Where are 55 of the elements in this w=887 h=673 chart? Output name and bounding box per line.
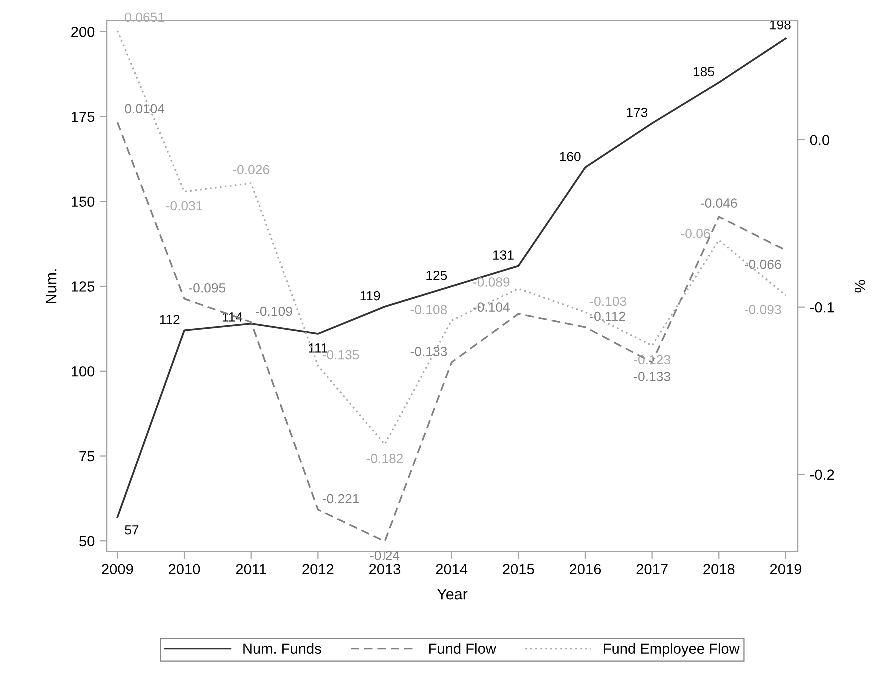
data-label: 125 <box>426 270 448 280</box>
x-tick-label: 2015 <box>503 564 534 575</box>
y-tick-label: 75 <box>80 452 95 462</box>
legend-label: Fund Flow <box>430 643 496 654</box>
x-tick-label: 2009 <box>102 564 134 575</box>
y2-tick-label: -0.1 <box>810 302 834 313</box>
data-label: 131 <box>493 250 514 260</box>
x-tick-label: 2013 <box>370 564 401 575</box>
legend-label: Fund Employee Flow <box>604 643 740 657</box>
line-series <box>116 30 787 446</box>
y2-axis-title: % <box>854 280 866 293</box>
data-label: 0.0104 <box>125 104 165 114</box>
y-tick-label: 125 <box>72 282 95 292</box>
data-label: 173 <box>627 108 648 118</box>
x-tick-label: 2018 <box>704 564 735 575</box>
data-label: -0.182 <box>366 454 404 464</box>
data-label: -0.221 <box>322 494 360 504</box>
data-label: -0.133 <box>634 372 670 382</box>
y-tick-label: 100 <box>72 366 95 377</box>
y2-tick-label: -0.2 <box>810 470 834 480</box>
data-label: -0.095 <box>189 283 226 293</box>
data-label: -0.066 <box>744 260 782 270</box>
data-label: 119 <box>360 291 380 301</box>
data-label: -0.026 <box>233 165 270 175</box>
x-tick-label: 2014 <box>436 564 468 575</box>
data-label: -0.031 <box>166 201 203 211</box>
x-tick-label: 2016 <box>570 564 602 575</box>
data-label: 57 <box>125 526 139 535</box>
x-tick-label: 2010 <box>169 564 200 575</box>
x-axis-title: Year <box>437 589 468 600</box>
data-label: 112 <box>160 315 180 324</box>
x-tick-label: 2012 <box>302 564 334 575</box>
data-label: -0.112 <box>590 312 626 322</box>
data-label: -0.103 <box>590 296 626 306</box>
data-label: -0.133 <box>410 347 448 356</box>
data-label: 160 <box>560 152 581 162</box>
y-tick-label: 200 <box>72 26 95 38</box>
x-tick-label: 2019 <box>770 564 802 575</box>
data-label: -0.089 <box>474 278 510 287</box>
y2-tick-label: 0.0 <box>810 135 830 146</box>
data-label: -0.046 <box>701 198 738 208</box>
x-tick-label: 2011 <box>236 564 266 575</box>
data-label: 0.0651 <box>125 12 164 22</box>
data-label: -0.093 <box>744 305 782 314</box>
y-tick-label: 150 <box>72 196 95 208</box>
y-axis-title: Num. <box>46 270 57 304</box>
y-tick-label: 175 <box>72 112 95 122</box>
data-label: -0.06 <box>681 229 710 238</box>
data-label: -0.108 <box>410 305 448 315</box>
data-label: -0.109 <box>256 306 292 316</box>
data-label: 185 <box>694 67 714 77</box>
line-series <box>116 38 787 518</box>
y-tick-label: 50 <box>80 536 95 547</box>
x-tick-label: 2017 <box>636 564 668 575</box>
legend-label: Num. Funds <box>244 643 322 654</box>
